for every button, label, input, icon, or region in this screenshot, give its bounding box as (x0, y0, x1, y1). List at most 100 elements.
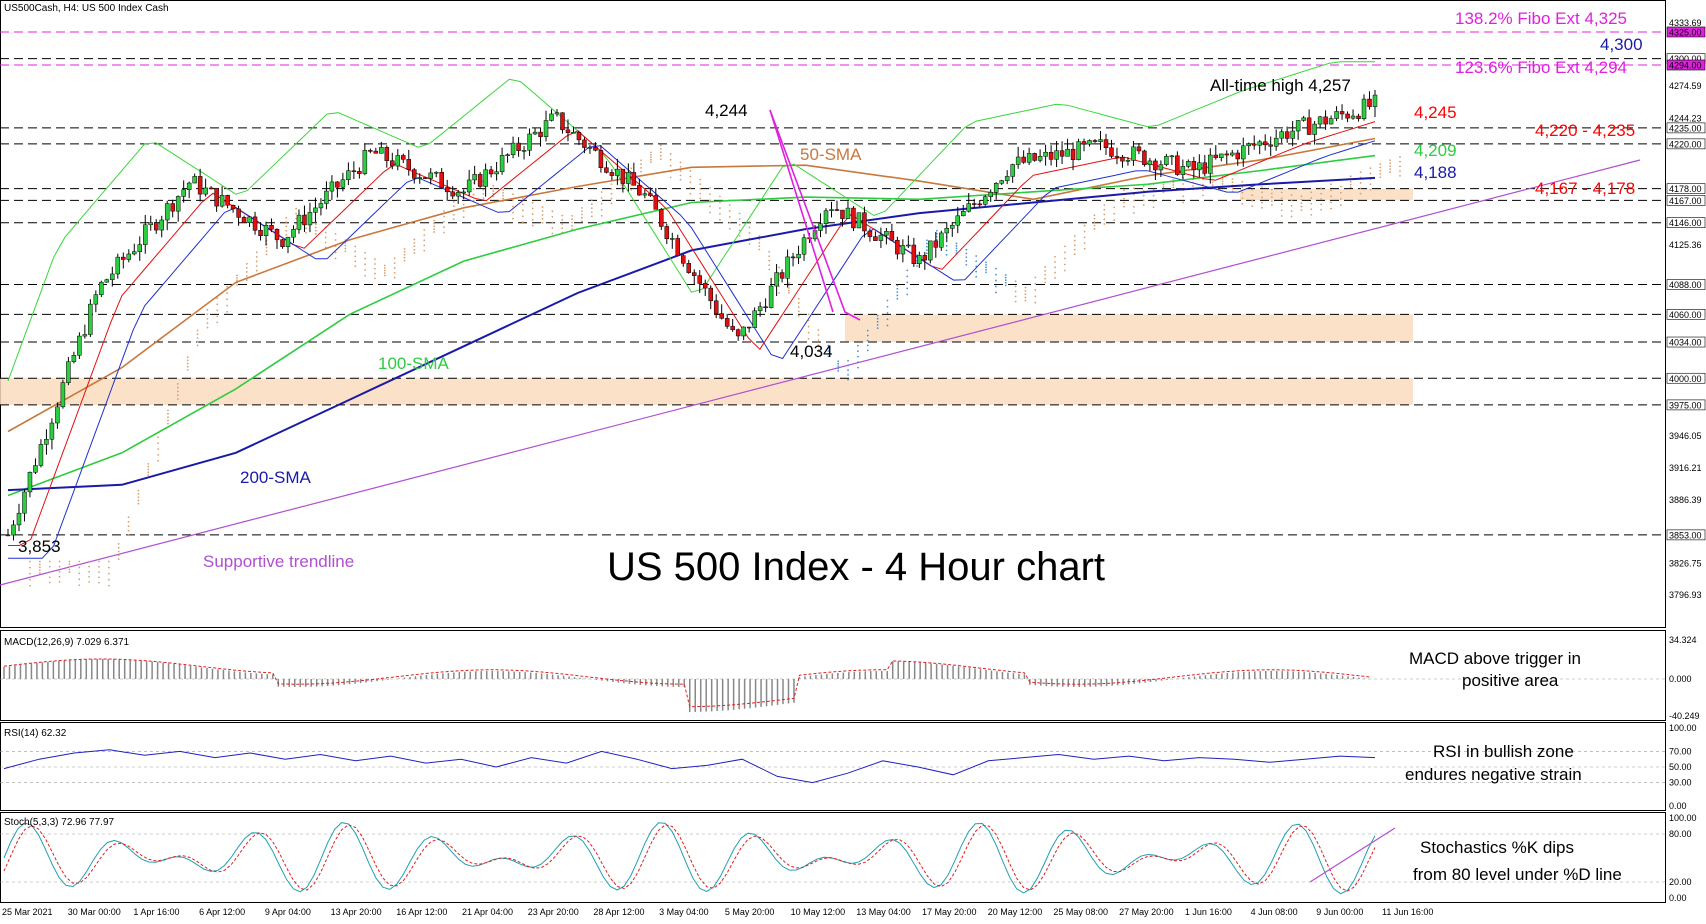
candle-body (115, 256, 121, 275)
candle-body (335, 181, 340, 188)
chart-title: US 500 Index - 4 Hour chart (607, 545, 1105, 589)
candle-body (324, 190, 329, 204)
cloud-dot (650, 151, 652, 154)
candle-body (340, 179, 346, 188)
cloud-dot (1024, 286, 1027, 289)
candle-body (648, 193, 653, 196)
candle-body (730, 326, 735, 330)
candle-body (483, 169, 488, 187)
candle-body (1169, 155, 1175, 158)
cloud-dot (68, 563, 71, 566)
candle-body (922, 255, 928, 261)
cloud-dot (1251, 188, 1254, 191)
candle-body (1356, 115, 1361, 119)
cloud-dot (98, 571, 100, 573)
cloud-dot (354, 250, 357, 253)
cloud-dot (196, 337, 199, 339)
cloud-dot (886, 324, 889, 327)
candle-body (1087, 140, 1092, 145)
cloud-dot (1399, 170, 1401, 173)
candle-body (620, 168, 626, 184)
candle-body (296, 214, 302, 230)
cloud-dot (1063, 263, 1066, 266)
candle-body (642, 193, 648, 196)
cloud-dot (1162, 183, 1165, 186)
cloud-dot (38, 563, 41, 566)
cloud-dot (1330, 201, 1332, 204)
candle-body (472, 174, 477, 181)
candle-body (1202, 162, 1208, 174)
cloud-dot (295, 217, 298, 220)
cloud-dot (167, 412, 169, 415)
cloud-dot (778, 291, 780, 294)
cloud-dot (521, 203, 524, 206)
cloud-dot (1270, 192, 1273, 195)
cloud-dot (521, 215, 524, 218)
cloud-dot (1359, 182, 1362, 184)
cloud-dot (650, 156, 652, 159)
cloud-dot (324, 241, 327, 244)
sma200-label: 200-SMA (240, 468, 312, 487)
cloud-dot (630, 167, 633, 170)
cloud-dot (857, 366, 859, 369)
cloud-dot (117, 554, 120, 557)
cloud-dot (255, 251, 258, 254)
cloud-dot (1330, 189, 1332, 192)
cloud-dot (679, 174, 682, 177)
candle-body (1026, 153, 1032, 163)
cloud-dot (945, 245, 948, 247)
cloud-dot (206, 326, 209, 329)
cloud-dot (679, 178, 682, 181)
cloud-dot (748, 242, 751, 245)
cloud-dot (1034, 301, 1037, 304)
candle-body (49, 422, 55, 440)
candle-body (856, 212, 862, 229)
cloud-dot (1123, 201, 1125, 204)
cloud-dot (502, 191, 504, 194)
cloud-dot (1123, 189, 1125, 192)
cloud-dot (245, 266, 248, 269)
cloud-dot (1073, 248, 1076, 251)
cloud-dot (1231, 181, 1234, 184)
cloud-dot (689, 170, 692, 172)
cloud-dot (1320, 187, 1323, 190)
candle-body (33, 465, 38, 473)
cloud-dot (650, 153, 652, 156)
cloud-dot (374, 258, 376, 261)
cloud-dot (1349, 175, 1352, 178)
cloud-dot (58, 560, 61, 563)
candle-body (71, 355, 77, 363)
cloud-dot (295, 207, 298, 210)
cloud-dot (975, 255, 978, 257)
cloud-dot (245, 279, 248, 281)
cloud-dot (719, 207, 721, 209)
cloud-dot (107, 572, 110, 575)
cloud-dot (709, 187, 711, 189)
candle-body (878, 234, 884, 241)
candle-body (653, 195, 659, 210)
cloud-dot (98, 565, 100, 568)
candle-body (1219, 153, 1224, 158)
price-tag-label: 3853.00 (1669, 530, 1702, 540)
cloud-dot (226, 310, 229, 313)
cloud-dot (285, 234, 288, 236)
candle-body (587, 147, 593, 149)
cloud-dot (807, 331, 810, 334)
stoch-note-1: Stochastics %K dips (1420, 838, 1574, 857)
cloud-dot (107, 578, 110, 581)
cloud-dot (462, 216, 465, 219)
cloud-dot (807, 313, 810, 316)
cloud-dot (669, 153, 672, 155)
candle-body (999, 180, 1004, 184)
level-4188-label: 4,188 (1414, 163, 1457, 182)
cloud-dot (502, 197, 504, 200)
cloud-dot (1310, 197, 1313, 199)
cloud-dot (797, 314, 800, 317)
candle-body (1153, 160, 1158, 171)
candle-body (752, 310, 757, 328)
price-tag (1666, 122, 1706, 134)
cloud-dot (88, 575, 91, 578)
candle-body (779, 272, 785, 279)
candle-body (834, 209, 840, 211)
candle-body (1246, 143, 1251, 147)
